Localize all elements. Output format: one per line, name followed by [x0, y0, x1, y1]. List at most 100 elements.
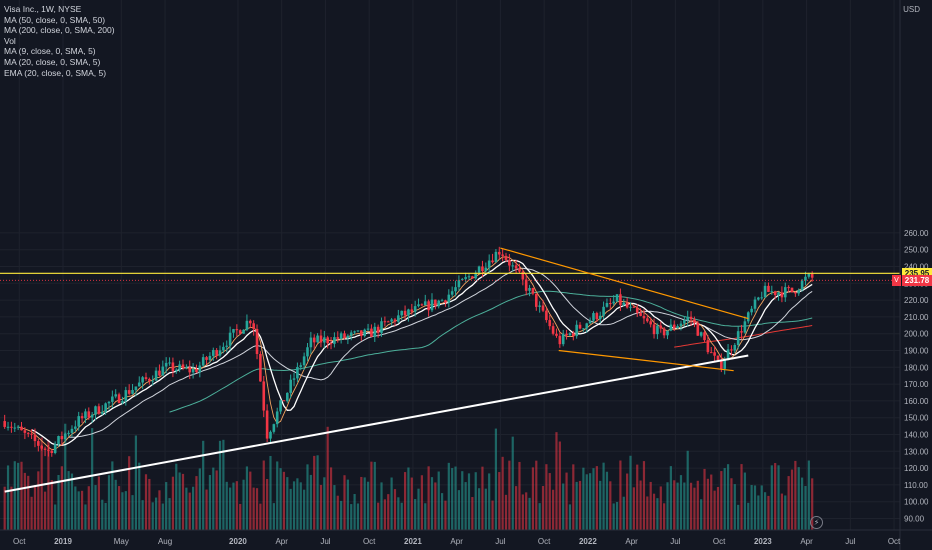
x-tick-label: Apr	[625, 537, 638, 546]
y-tick-label: 150.00	[904, 414, 929, 423]
x-tick-label: Jul	[495, 537, 505, 546]
legend-title[interactable]: Visa Inc., 1W, NYSE	[4, 4, 82, 14]
candle-body	[454, 287, 457, 292]
volume-bar	[797, 467, 800, 530]
volume-bar	[356, 503, 360, 530]
volume-bar	[794, 460, 797, 530]
candle-body	[50, 450, 54, 454]
volume-bar	[626, 473, 629, 530]
candle-body	[746, 312, 750, 322]
volume-bar	[407, 467, 410, 530]
legend-ma20[interactable]: MA (20, close, 0, SMA, 5)	[4, 56, 101, 67]
volume-bar	[191, 486, 195, 530]
volume-bar	[323, 477, 326, 530]
legend-ma50[interactable]: MA (50, close, 0, SMA, 50)	[4, 14, 106, 25]
legend-vol[interactable]: Vol	[4, 35, 16, 46]
volume-bar	[77, 491, 80, 530]
volume-bar	[747, 502, 750, 530]
candle-body	[740, 331, 743, 333]
volume-bar	[215, 470, 218, 530]
candle-body	[467, 276, 471, 278]
volume-bar	[107, 475, 111, 530]
volume-bar	[464, 482, 467, 530]
candle-body	[393, 319, 397, 322]
lightning-icon[interactable]: ⚡	[810, 516, 823, 529]
volume-bar	[313, 455, 316, 530]
volume-bar	[777, 465, 780, 530]
volume-bar	[229, 487, 232, 530]
ma50-line	[169, 290, 813, 413]
candle-body	[706, 340, 710, 353]
candle-body	[339, 333, 343, 339]
candle-body	[218, 350, 222, 356]
volume-bar	[245, 466, 249, 530]
candle-body	[326, 337, 329, 344]
y-tick-label: 110.00	[904, 481, 928, 490]
candle-body	[521, 271, 525, 280]
volume-bar	[763, 492, 767, 530]
candle-body	[598, 315, 602, 320]
volume-bar	[91, 428, 94, 530]
volume-bar	[104, 502, 107, 530]
candle-body	[534, 293, 538, 307]
candle-body	[726, 349, 730, 361]
candle-body	[679, 323, 683, 327]
candle-body	[612, 301, 615, 304]
x-tick-label: Oct	[538, 537, 551, 546]
indicator-legend: Visa Inc., 1W, NYSE MA (50, close, 0, SM…	[4, 4, 115, 78]
volume-bar	[565, 472, 568, 530]
candle-body	[487, 260, 491, 268]
volume-bar	[568, 504, 572, 530]
candle-body	[312, 337, 316, 343]
candle-body	[63, 433, 67, 440]
x-tick-label: Apr	[450, 537, 463, 546]
candle-body	[666, 330, 669, 336]
volume-bar	[97, 476, 100, 530]
volume-bar	[232, 482, 235, 530]
candle-body	[578, 324, 582, 329]
legend-ema20[interactable]: EMA (20, close, 0, SMA, 5)	[4, 67, 107, 78]
volume-bar	[303, 489, 306, 530]
candle-body	[373, 326, 377, 337]
volume-bar	[535, 460, 538, 530]
volume-bar	[589, 473, 592, 530]
volume-bar	[488, 473, 491, 530]
candle-body	[269, 431, 272, 439]
candle-body	[74, 426, 77, 429]
legend-ma200[interactable]: MA (200, close, 0, SMA, 200)	[4, 25, 115, 36]
volume-bar	[703, 468, 706, 530]
volume-bar	[360, 476, 363, 530]
y-tick-label: 240.00	[904, 263, 929, 272]
candle-body	[662, 328, 666, 336]
volume-bar	[80, 490, 84, 530]
volume-bar	[144, 474, 148, 530]
candle-body	[460, 279, 464, 281]
volume-bar	[461, 471, 464, 530]
volume-bar	[595, 466, 598, 530]
volume-bar	[299, 482, 302, 530]
volume-bar	[272, 503, 275, 530]
volume-bar	[269, 455, 272, 530]
candle-body	[659, 325, 663, 329]
candle-body	[750, 308, 753, 313]
volume-bar	[504, 494, 508, 530]
candle-body	[161, 366, 165, 376]
volume-bar	[582, 467, 585, 530]
x-tick-label: Oct	[713, 537, 726, 546]
candle-body	[13, 427, 17, 429]
candle-body	[763, 285, 767, 298]
candle-body	[174, 369, 178, 372]
volume-bar	[242, 479, 245, 530]
candle-body	[575, 324, 578, 337]
legend-ma9[interactable]: MA (9, close, 0, SMA, 5)	[4, 46, 96, 57]
candle-body	[629, 306, 632, 308]
x-tick-label: Oct	[888, 537, 901, 546]
volume-bar	[531, 467, 535, 530]
volume-bar	[262, 460, 265, 530]
candle-body	[508, 259, 511, 266]
candle-body	[148, 378, 151, 381]
volume-bar	[131, 495, 134, 530]
candle-body	[380, 321, 383, 333]
volume-bar	[737, 504, 740, 530]
